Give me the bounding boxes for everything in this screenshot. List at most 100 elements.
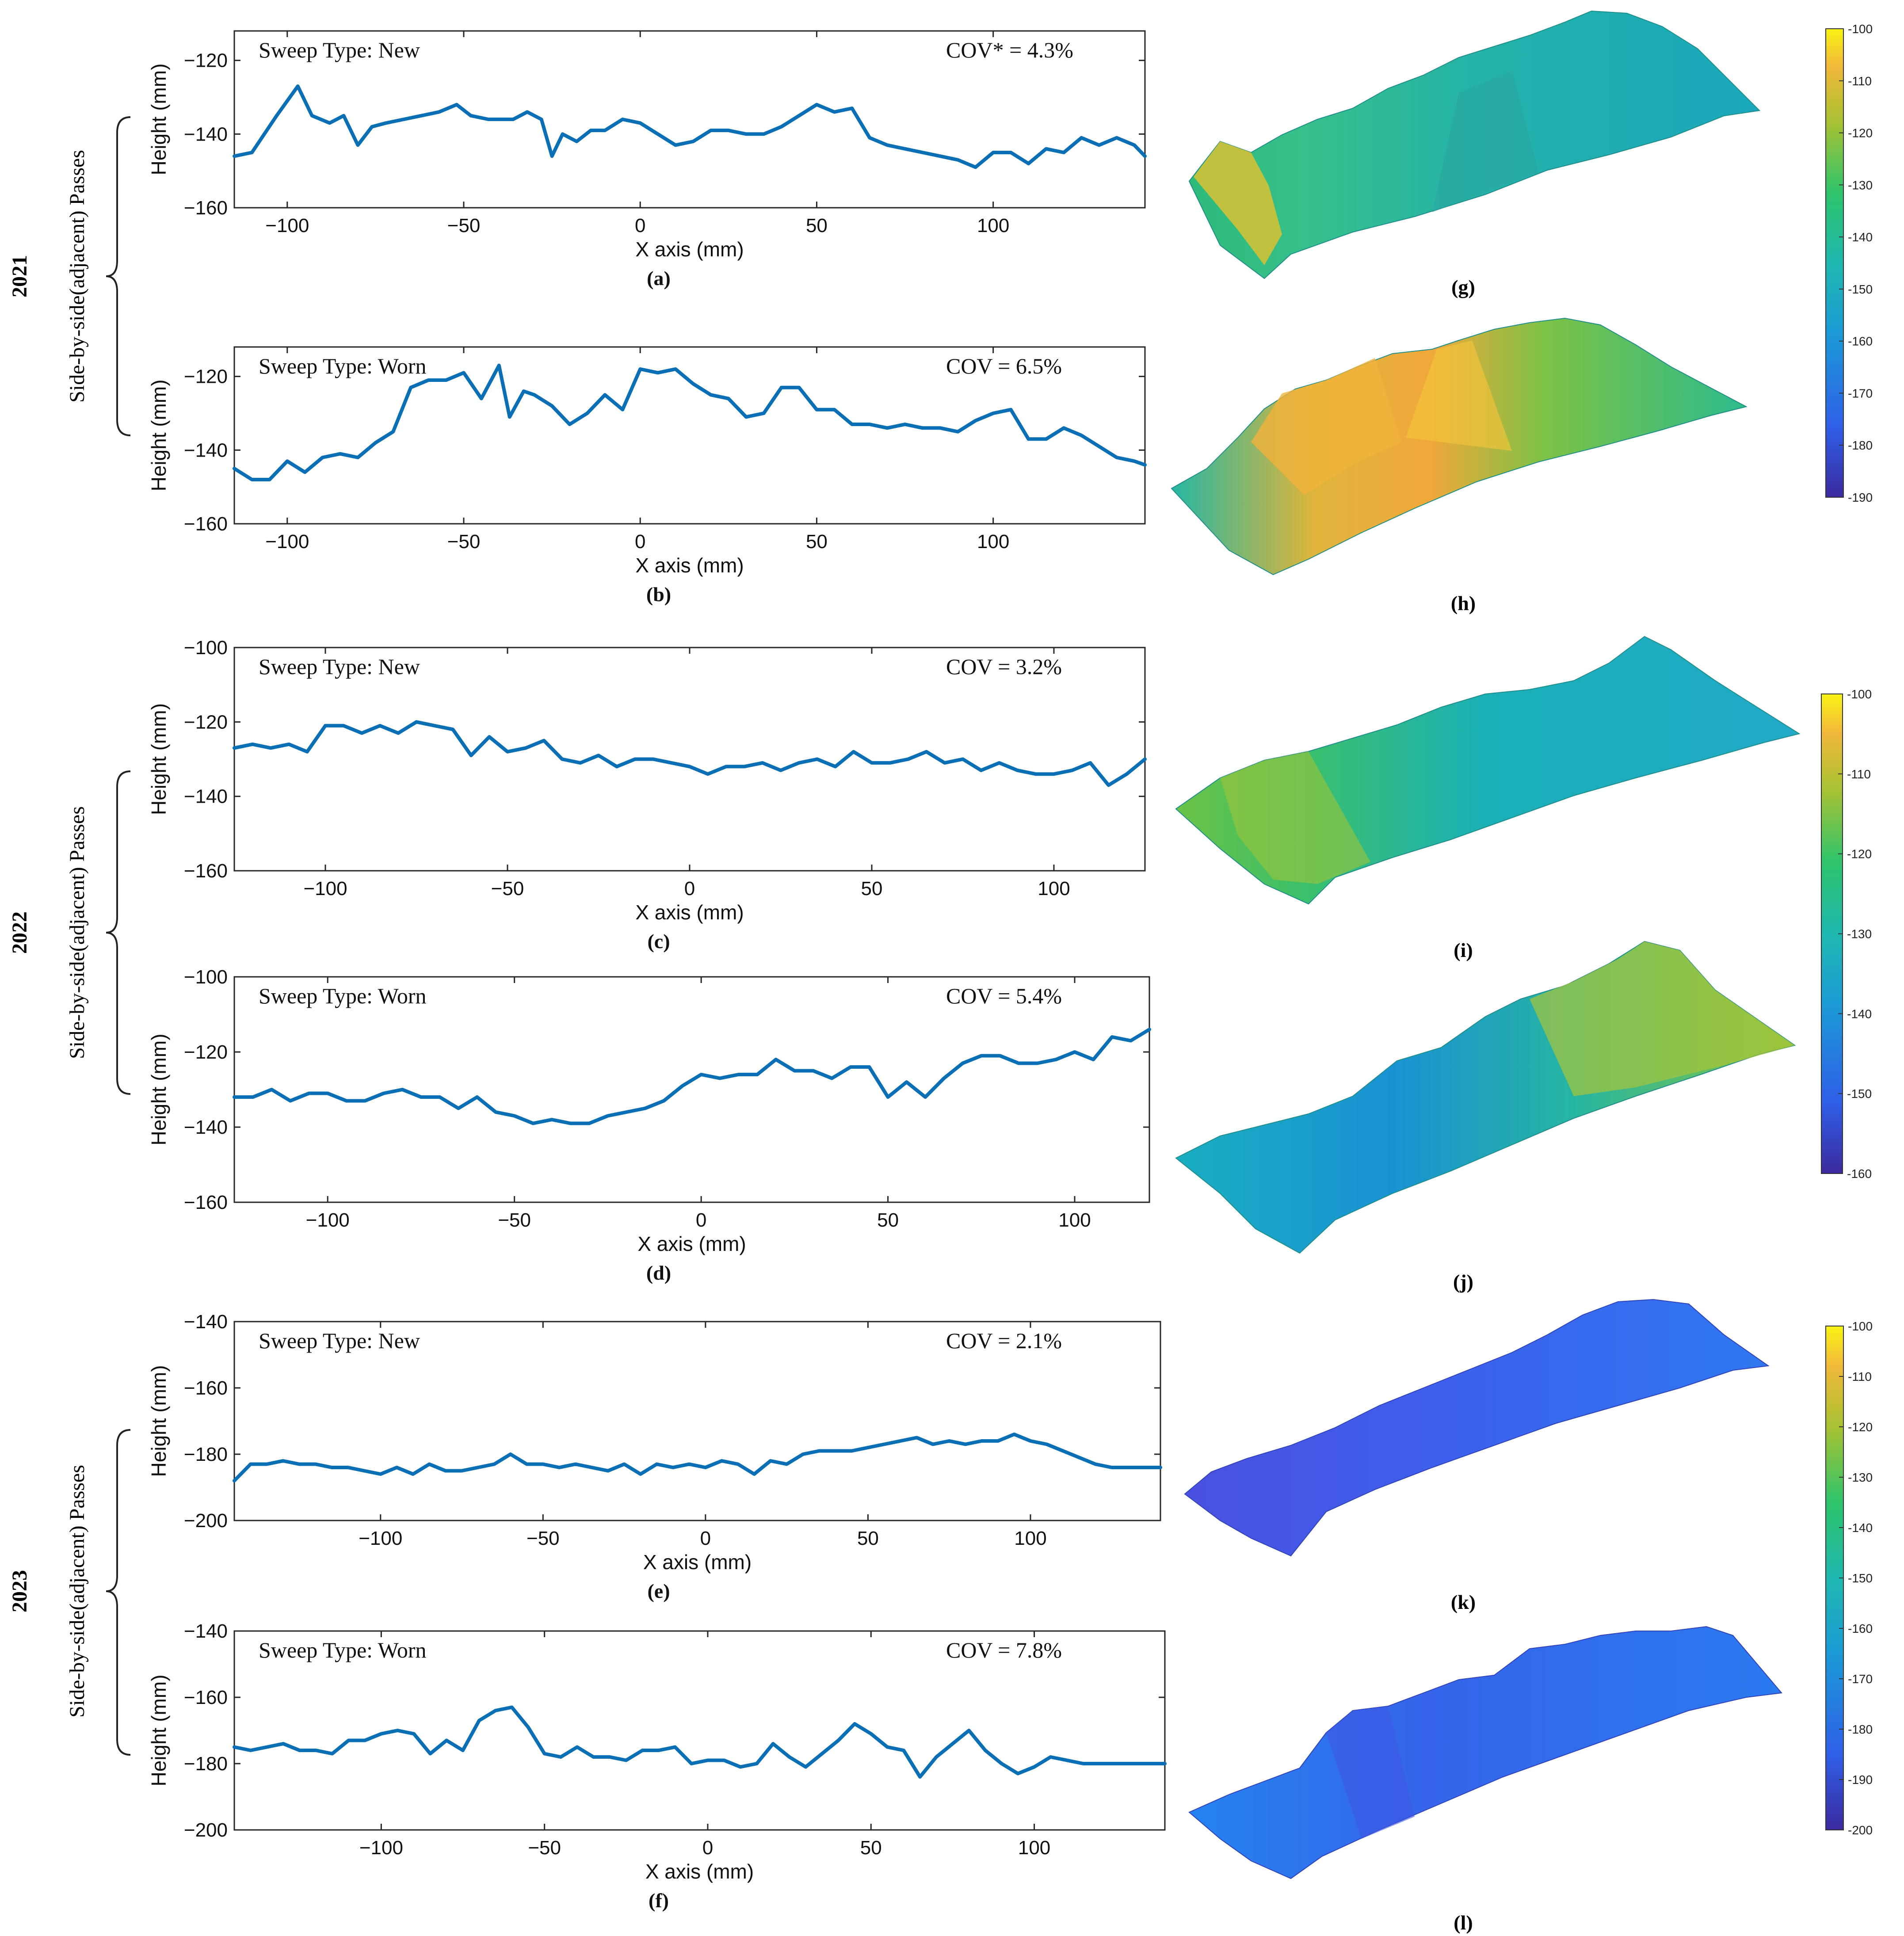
x-tick-label: −100 [359,1837,403,1859]
3d-surface-icon [1188,1626,1782,1879]
panel-label: (d) [646,1261,671,1284]
x-tick-label: 0 [635,531,645,553]
colorbar-tick-label: -170 [1848,1672,1873,1686]
sweep-type-label: Sweep Type: Worn [259,354,426,378]
brace-icon [106,116,131,436]
colorbar-tick-label: -120 [1848,1420,1873,1434]
panel-label: (a) [647,267,671,290]
y-tick-label: −180 [184,1444,228,1465]
x-tick-label: 100 [977,531,1009,553]
x-tick-label: 100 [1058,1209,1091,1231]
colorbar-tick-label: -130 [1848,178,1873,192]
y-axis-label: Height (mm) [147,379,170,491]
colorbar-tick-label: -120 [1847,847,1872,861]
colorbar-tick-label: -110 [1848,1370,1872,1383]
x-tick-label: 0 [635,215,645,236]
x-tick-label: 50 [877,1209,899,1231]
x-tick-label: 0 [684,878,695,899]
x-axis-label: X axis (mm) [643,1551,752,1574]
y-tick-label: −140 [184,1117,228,1138]
series-line [233,363,1147,481]
colorbar-tick-label: -150 [1847,1087,1872,1101]
y-tick-label: −100 [184,637,228,659]
colorbar-tick-label: -180 [1848,1723,1873,1736]
y-tick-label: −160 [184,860,228,882]
surface-ridge [1220,751,1370,884]
panel-label-k: (k) [1451,1591,1476,1613]
year-label: 2023 [8,1570,31,1612]
x-axis-label: X axis (mm) [635,238,744,261]
cov-label: COV = 2.1% [946,1328,1062,1353]
panel-label-i: (i) [1454,939,1473,961]
x-axis-label: X axis (mm) [645,1860,754,1883]
y-tick-label: −140 [184,123,228,145]
x-tick-label: −50 [491,878,524,899]
x-tick-label: 100 [1014,1528,1046,1549]
y-tick-label: −140 [184,439,228,461]
y-tick-label: −160 [184,1192,228,1213]
line-charts: −100 −50 0 50 100 −120 −140 −160 Sweep Type: New… [147,30,1167,1912]
sweep-type-label: Sweep Type: New [259,654,420,679]
year-group-2023: 2023 Side-by-side(adjacent) Passes [8,1429,131,1756]
surface-ridge [1251,358,1401,495]
x-tick-label: 100 [977,215,1009,236]
panel-label-l: (l) [1454,1911,1473,1934]
year-group-2021: 2021 Side-by-side(adjacent) Passes [8,116,131,436]
colorbar-tick-label: -180 [1848,438,1873,452]
x-tick-label: 100 [1018,1837,1050,1859]
y-tick-label: −100 [184,966,228,988]
panel-label: (e) [647,1580,670,1602]
colorbar-tick-label: -160 [1848,1622,1873,1635]
y-tick-label: −160 [184,1377,228,1399]
x-tick-label: −100 [303,878,347,899]
surface-panel-g: (g) [1188,10,1761,298]
x-tick-label: −50 [447,531,481,553]
y-tick-label: −160 [184,197,228,219]
y-tick-label: −120 [184,711,228,733]
colorbar-tick-label: -160 [1848,335,1873,348]
x-tick-label: 50 [861,878,883,899]
axes-frame [233,30,1146,209]
colorbar-tick-label: -190 [1848,491,1873,504]
colorbar-tick-label: -110 [1848,74,1872,88]
x-axis-label: X axis (mm) [635,901,744,924]
x-tick-label: 0 [696,1209,706,1231]
y-tick-label: −200 [184,1819,228,1841]
group-label: Side-by-side(adjacent) Passes [65,1465,89,1718]
line-chart-a: −100 −50 0 50 100 −120 −140 −160 Sweep Type: New… [147,30,1147,290]
colorbar-tick-label: -190 [1848,1773,1873,1787]
cov-label: COV = 5.4% [946,983,1062,1008]
series-line [233,720,1147,787]
3d-surface-icon [1184,1299,1770,1557]
x-tick-label: −100 [265,531,309,553]
3d-surface-icon [1171,317,1748,575]
line-chart-f: −100 −50 0 50 100 −140 −160 −180 −200 Sweep Type:… [147,1620,1167,1912]
line-chart-c: −100 −50 0 50 100 −100 −120 −140 −160 Sweep Type:… [147,637,1147,953]
x-tick-label: 0 [700,1528,711,1549]
year-label: 2021 [8,255,31,297]
group-label: Side-by-side(adjacent) Passes [65,806,89,1059]
brace-icon [106,770,131,1095]
colorbar-tick-label: -130 [1847,927,1872,941]
line-chart-d: −100 −50 0 50 100 −100 −120 −140 −160 Sweep Type:… [147,966,1151,1284]
x-tick-label: 50 [860,1837,882,1859]
y-tick-label: −140 [184,786,228,808]
line-chart-b: −100 −50 0 50 100 −120 −140 −160 Sweep Type: Wor… [147,346,1147,606]
x-tick-label: −50 [527,1528,560,1549]
y-tick-label: −120 [184,366,228,388]
surface-ridge [1432,71,1538,212]
colorbar-tick-label: -150 [1848,1571,1873,1585]
x-tick-label: 0 [702,1837,713,1859]
x-axis-label: X axis (mm) [637,1232,746,1255]
x-tick-label: −100 [359,1528,402,1549]
sweep-type-label: Sweep Type: Worn [259,1638,426,1662]
surface-ridge [1194,141,1282,265]
y-tick-label: −140 [184,1311,228,1333]
x-tick-label: −50 [528,1837,561,1859]
series-line [233,1705,1167,1779]
surface-panel-i: (i) [1175,636,1801,961]
colorbar-tick-label: -200 [1848,1823,1873,1837]
surface-ridge [1326,1706,1415,1839]
y-tick-label: −180 [184,1753,228,1775]
panel-label: (f) [649,1889,669,1912]
